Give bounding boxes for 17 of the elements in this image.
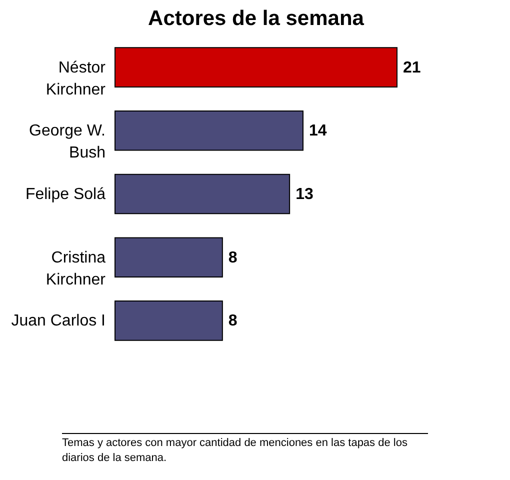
y-tick-label: Felipe Solá (25, 186, 106, 203)
data-label: 13 (296, 186, 314, 203)
y-tick-label: George W. Bush (29, 122, 106, 162)
text: Temas y actores con mayor cantidad de menciones en las tapas de los diarios de la semana. (62, 433, 428, 466)
y-tick-label: Juan Carlos I (11, 312, 106, 330)
bar (114, 237, 223, 278)
data-label: 14 (309, 122, 327, 140)
data-label: 21 (403, 59, 421, 76)
data-label: 8 (228, 249, 238, 266)
bar (114, 110, 304, 151)
y-tick-label: Cristina Kirchner (46, 249, 106, 288)
data-label: 8 (228, 312, 238, 330)
bar (114, 174, 290, 214)
chart-title: Actores de la semana (148, 7, 364, 30)
bar (114, 300, 223, 341)
bar (114, 47, 398, 88)
y-tick-label: Néstor Kirchner (46, 59, 106, 98)
